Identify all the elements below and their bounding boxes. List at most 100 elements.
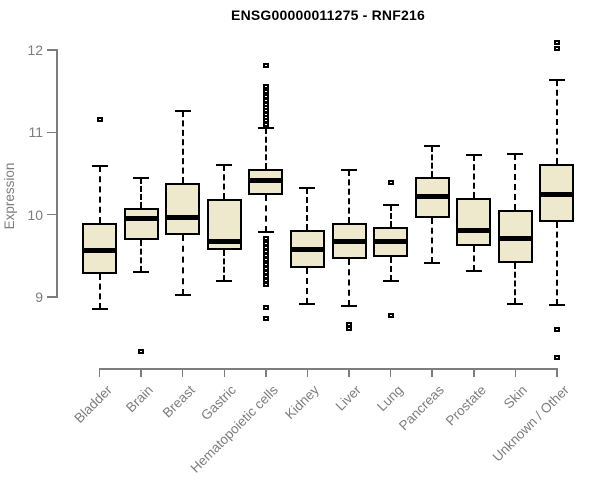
outlier-point-unknown-other	[553, 40, 560, 46]
outlier-point-hematopoietic-cells	[262, 305, 269, 311]
x-tick	[265, 368, 267, 377]
outlier-point-hematopoietic-cells	[262, 278, 269, 284]
whisker-lower-gastric	[223, 250, 226, 282]
whisker-cap-lower-gastric	[216, 280, 233, 283]
outlier-point-hematopoietic-cells	[262, 261, 269, 267]
outlier-point-hematopoietic-cells	[262, 63, 269, 69]
outlier-point-hematopoietic-cells	[262, 257, 269, 263]
whisker-upper-gastric	[223, 165, 226, 199]
chart-title: ENSG00000011275 - RNF216	[231, 7, 425, 23]
whisker-cap-upper-pancreas	[424, 145, 441, 148]
whisker-lower-bladder	[98, 273, 101, 310]
outlier-point-hematopoietic-cells	[262, 269, 269, 275]
outlier-point-hematopoietic-cells	[262, 249, 269, 255]
whisker-upper-bladder	[98, 166, 101, 223]
whisker-lower-unknown-other	[555, 222, 558, 306]
whisker-cap-upper-unknown-other	[548, 79, 565, 82]
x-tick	[140, 368, 142, 377]
whisker-cap-upper-breast	[174, 109, 191, 112]
whisker-cap-upper-skin	[507, 152, 524, 155]
whisker-upper-kidney	[306, 188, 309, 231]
whisker-cap-upper-brain	[133, 177, 150, 180]
y-tick-label-9: 9	[35, 288, 43, 305]
whisker-cap-lower-bladder	[91, 308, 108, 311]
outlier-point-hematopoietic-cells	[262, 121, 269, 127]
whisker-cap-lower-unknown-other	[548, 304, 565, 307]
whisker-cap-lower-prostate	[465, 270, 482, 273]
whisker-upper-skin	[514, 153, 517, 210]
whisker-lower-pancreas	[431, 217, 434, 264]
whisker-upper-pancreas	[431, 146, 434, 177]
whisker-cap-upper-hematopoietic-cells	[257, 127, 274, 130]
outlier-point-hematopoietic-cells	[262, 240, 269, 246]
whisker-upper-liver	[348, 170, 351, 223]
box-prostate	[456, 198, 492, 246]
outlier-point-hematopoietic-cells	[262, 265, 269, 271]
x-tick	[389, 368, 392, 377]
whisker-lower-breast	[181, 235, 184, 295]
box-breast	[165, 183, 201, 236]
box-brain	[123, 208, 159, 241]
x-axis-line	[98, 368, 558, 370]
median-brain	[123, 216, 159, 222]
whisker-cap-upper-prostate	[465, 154, 482, 157]
whisker-cap-lower-lung	[382, 280, 399, 283]
outlier-point-hematopoietic-cells	[262, 273, 269, 279]
y-tick-label-10: 10	[27, 206, 43, 223]
x-tick	[223, 368, 226, 377]
whisker-upper-unknown-other	[555, 80, 558, 164]
x-tick	[473, 368, 475, 377]
outlier-point-brain	[138, 348, 145, 354]
x-tick	[431, 368, 433, 377]
whisker-cap-lower-liver	[341, 305, 358, 308]
outlier-point-hematopoietic-cells	[262, 245, 269, 251]
y-tick	[47, 49, 56, 51]
median-unknown-other	[539, 191, 575, 197]
x-tick	[306, 368, 309, 377]
outlier-point-unknown-other	[553, 45, 560, 51]
whisker-cap-lower-breast	[174, 293, 191, 296]
median-lung	[373, 238, 409, 244]
whisker-lower-lung	[389, 257, 392, 282]
x-tick	[556, 368, 558, 377]
median-bladder	[82, 248, 117, 254]
outlier-point-unknown-other	[553, 326, 560, 332]
median-pancreas	[414, 194, 450, 200]
outlier-point-hematopoietic-cells	[262, 315, 269, 321]
outlier-point-hematopoietic-cells	[262, 83, 269, 89]
y-tick	[47, 131, 56, 134]
whisker-lower-brain	[140, 240, 143, 273]
whisker-lower-liver	[348, 259, 351, 307]
whisker-upper-prostate	[472, 155, 475, 199]
outlier-point-unknown-other	[553, 355, 560, 361]
whisker-cap-upper-gastric	[216, 164, 233, 167]
whisker-lower-hematopoietic-cells	[264, 194, 267, 232]
whisker-cap-upper-liver	[341, 169, 358, 172]
x-tick	[98, 368, 101, 377]
whisker-cap-lower-skin	[507, 302, 524, 305]
whisker-upper-breast	[181, 110, 184, 184]
whisker-lower-skin	[514, 263, 517, 304]
outlier-point-hematopoietic-cells	[262, 236, 269, 242]
whisker-upper-lung	[389, 204, 392, 227]
outlier-point-hematopoietic-cells	[262, 89, 269, 95]
median-hematopoietic-cells	[248, 177, 284, 183]
median-gastric	[206, 238, 242, 244]
outlier-point-hematopoietic-cells	[262, 97, 269, 103]
whisker-upper-brain	[140, 178, 143, 209]
median-liver	[331, 238, 367, 244]
whisker-lower-kidney	[306, 268, 309, 304]
median-kidney	[289, 246, 325, 252]
y-axis-line	[56, 49, 58, 298]
whisker-upper-hematopoietic-cells	[264, 128, 267, 169]
median-breast	[165, 215, 201, 221]
outlier-point-bladder	[96, 116, 103, 122]
whisker-cap-upper-kidney	[299, 187, 316, 190]
whisker-lower-prostate	[472, 245, 475, 272]
whisker-cap-upper-lung	[382, 203, 399, 206]
outlier-point-hematopoietic-cells	[262, 253, 269, 259]
outlier-point-hematopoietic-cells	[262, 282, 269, 288]
whisker-cap-upper-bladder	[91, 165, 108, 168]
outlier-point-lung	[387, 312, 394, 318]
